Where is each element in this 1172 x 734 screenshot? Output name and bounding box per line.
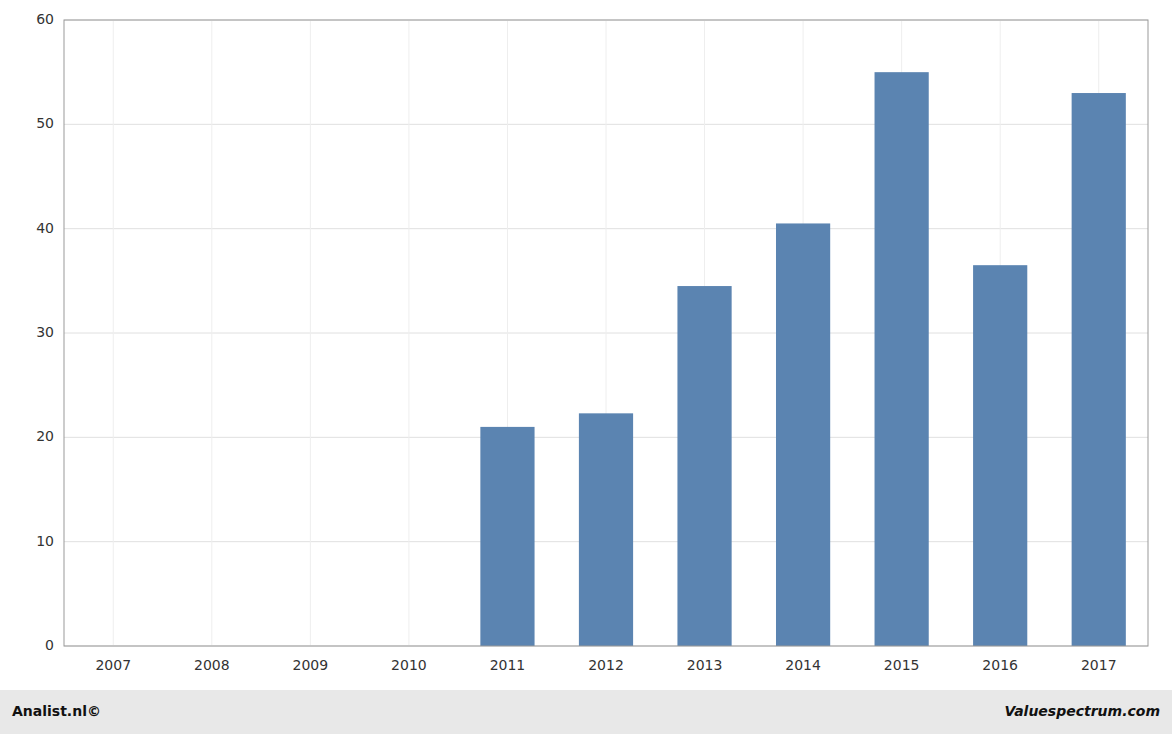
footer-left: Analist.nl© <box>12 703 101 719</box>
plot-frame <box>64 20 1148 646</box>
bar <box>1072 93 1126 646</box>
y-tick-label: 40 <box>36 220 54 236</box>
x-tick-label: 2009 <box>293 657 329 673</box>
footer-right: Valuespectrum.com <box>1004 703 1160 719</box>
x-tick-label: 2015 <box>884 657 920 673</box>
bar <box>776 223 830 646</box>
bar <box>973 265 1027 646</box>
bar <box>875 72 929 646</box>
x-tick-label: 2012 <box>588 657 624 673</box>
x-tick-label: 2016 <box>982 657 1018 673</box>
x-axis: 2007 2008 2009 2010 2011 2012 2013 2014 2015 2016… <box>95 657 1116 673</box>
footer-band <box>0 690 1172 734</box>
grid <box>64 20 1148 646</box>
x-tick-label: 2010 <box>391 657 427 673</box>
plot-background <box>64 20 1148 646</box>
bar <box>579 413 633 646</box>
bar <box>480 427 534 646</box>
x-tick-label: 2013 <box>687 657 723 673</box>
y-axis: 0 10 20 30 40 50 60 <box>36 11 54 653</box>
x-grid-line <box>408 20 409 646</box>
x-grid-line <box>310 20 311 646</box>
x-tick-label: 2007 <box>95 657 131 673</box>
chart-container: 0 10 20 30 40 50 60 2007 2008 2009 2010 2011 2012 201… <box>0 0 1172 734</box>
x-grid-line <box>113 20 114 646</box>
y-tick-label: 0 <box>45 637 54 653</box>
y-tick-label: 60 <box>36 11 54 27</box>
x-grid-line <box>211 20 212 646</box>
x-tick-label: 2014 <box>785 657 821 673</box>
y-tick-label: 10 <box>36 533 54 549</box>
x-tick-label: 2008 <box>194 657 230 673</box>
bar <box>677 286 731 646</box>
x-tick-label: 2017 <box>1081 657 1117 673</box>
bars <box>480 72 1125 646</box>
page: {"chart_data": {"type": "bar", "categori… <box>0 0 1172 734</box>
y-tick-label: 20 <box>36 428 54 444</box>
chart-svg: 0 10 20 30 40 50 60 2007 2008 2009 2010 2011 2012 201… <box>0 0 1172 734</box>
y-tick-label: 30 <box>36 324 54 340</box>
footer: Analist.nl© Valuespectrum.com <box>0 690 1172 734</box>
y-tick-label: 50 <box>36 115 54 131</box>
x-tick-label: 2011 <box>490 657 526 673</box>
